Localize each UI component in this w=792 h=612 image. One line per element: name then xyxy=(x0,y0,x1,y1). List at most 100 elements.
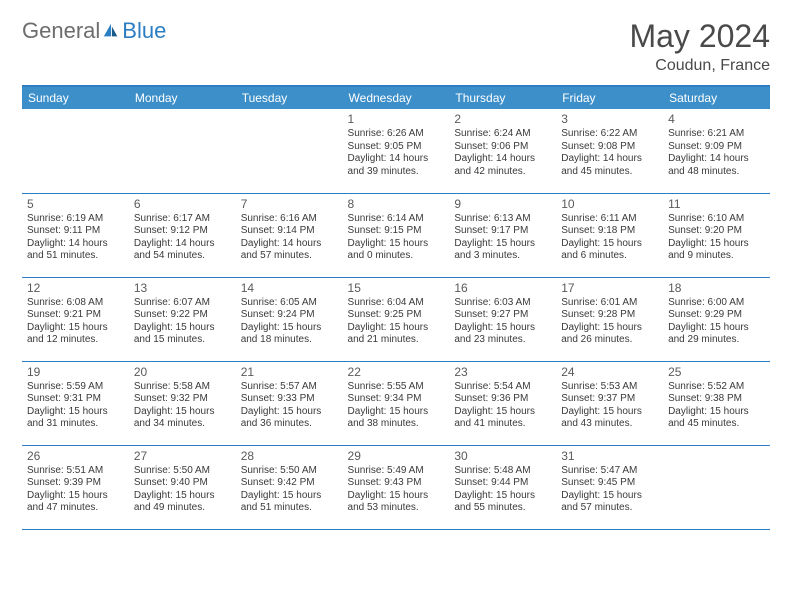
calendar-day: 22Sunrise: 5:55 AMSunset: 9:34 PMDayligh… xyxy=(343,361,450,445)
day-number: 2 xyxy=(454,112,551,127)
calendar-day: 2Sunrise: 6:24 AMSunset: 9:06 PMDaylight… xyxy=(449,109,556,193)
daylight-line: Daylight: 15 hours and 0 minutes. xyxy=(348,238,445,263)
sunset-line: Sunset: 9:33 PM xyxy=(241,393,338,406)
calendar-empty xyxy=(129,109,236,193)
calendar-day: 16Sunrise: 6:03 AMSunset: 9:27 PMDayligh… xyxy=(449,277,556,361)
sunset-line: Sunset: 9:27 PM xyxy=(454,309,551,322)
daylight-line: Daylight: 15 hours and 26 minutes. xyxy=(561,322,658,347)
calendar-row: 1Sunrise: 6:26 AMSunset: 9:05 PMDaylight… xyxy=(22,109,770,193)
calendar-table: SundayMondayTuesdayWednesdayThursdayFrid… xyxy=(22,85,770,530)
day-number: 22 xyxy=(348,365,445,380)
calendar-day: 6Sunrise: 6:17 AMSunset: 9:12 PMDaylight… xyxy=(129,193,236,277)
daylight-line: Daylight: 14 hours and 42 minutes. xyxy=(454,153,551,178)
sunrise-line: Sunrise: 5:55 AM xyxy=(348,381,445,394)
calendar-empty xyxy=(22,109,129,193)
title-block: May 2024 Coudun, France xyxy=(629,18,770,75)
day-number: 28 xyxy=(241,449,338,464)
daylight-line: Daylight: 14 hours and 39 minutes. xyxy=(348,153,445,178)
sunset-line: Sunset: 9:09 PM xyxy=(668,141,765,154)
sunset-line: Sunset: 9:05 PM xyxy=(348,141,445,154)
day-number: 8 xyxy=(348,197,445,212)
calendar-day: 27Sunrise: 5:50 AMSunset: 9:40 PMDayligh… xyxy=(129,445,236,529)
sunrise-line: Sunrise: 6:10 AM xyxy=(668,213,765,226)
calendar-day: 23Sunrise: 5:54 AMSunset: 9:36 PMDayligh… xyxy=(449,361,556,445)
sunset-line: Sunset: 9:39 PM xyxy=(27,477,124,490)
logo-text-blue: Blue xyxy=(122,18,166,44)
sunrise-line: Sunrise: 6:13 AM xyxy=(454,213,551,226)
header: General Blue May 2024 Coudun, France xyxy=(22,18,770,75)
day-number: 12 xyxy=(27,281,124,296)
daylight-line: Daylight: 15 hours and 9 minutes. xyxy=(668,238,765,263)
weekday-header: Friday xyxy=(556,86,663,109)
sunset-line: Sunset: 9:08 PM xyxy=(561,141,658,154)
calendar-day: 9Sunrise: 6:13 AMSunset: 9:17 PMDaylight… xyxy=(449,193,556,277)
daylight-line: Daylight: 15 hours and 38 minutes. xyxy=(348,406,445,431)
calendar-day: 5Sunrise: 6:19 AMSunset: 9:11 PMDaylight… xyxy=(22,193,129,277)
sunrise-line: Sunrise: 6:16 AM xyxy=(241,213,338,226)
calendar-day: 19Sunrise: 5:59 AMSunset: 9:31 PMDayligh… xyxy=(22,361,129,445)
sunrise-line: Sunrise: 6:03 AM xyxy=(454,297,551,310)
day-number: 19 xyxy=(27,365,124,380)
calendar-row: 5Sunrise: 6:19 AMSunset: 9:11 PMDaylight… xyxy=(22,193,770,277)
sunset-line: Sunset: 9:44 PM xyxy=(454,477,551,490)
daylight-line: Daylight: 14 hours and 48 minutes. xyxy=(668,153,765,178)
calendar-day: 24Sunrise: 5:53 AMSunset: 9:37 PMDayligh… xyxy=(556,361,663,445)
daylight-line: Daylight: 15 hours and 18 minutes. xyxy=(241,322,338,347)
daylight-line: Daylight: 15 hours and 55 minutes. xyxy=(454,490,551,515)
day-number: 10 xyxy=(561,197,658,212)
calendar-body: 1Sunrise: 6:26 AMSunset: 9:05 PMDaylight… xyxy=(22,109,770,529)
calendar-day: 17Sunrise: 6:01 AMSunset: 9:28 PMDayligh… xyxy=(556,277,663,361)
calendar-day: 1Sunrise: 6:26 AMSunset: 9:05 PMDaylight… xyxy=(343,109,450,193)
calendar-row: 12Sunrise: 6:08 AMSunset: 9:21 PMDayligh… xyxy=(22,277,770,361)
sunset-line: Sunset: 9:31 PM xyxy=(27,393,124,406)
weekday-header: Monday xyxy=(129,86,236,109)
day-number: 17 xyxy=(561,281,658,296)
sunset-line: Sunset: 9:42 PM xyxy=(241,477,338,490)
day-number: 3 xyxy=(561,112,658,127)
day-number: 30 xyxy=(454,449,551,464)
sunset-line: Sunset: 9:34 PM xyxy=(348,393,445,406)
sunrise-line: Sunrise: 6:07 AM xyxy=(134,297,231,310)
sunset-line: Sunset: 9:29 PM xyxy=(668,309,765,322)
day-number: 11 xyxy=(668,197,765,212)
daylight-line: Daylight: 15 hours and 36 minutes. xyxy=(241,406,338,431)
sunset-line: Sunset: 9:12 PM xyxy=(134,225,231,238)
sunrise-line: Sunrise: 5:49 AM xyxy=(348,465,445,478)
daylight-line: Daylight: 15 hours and 51 minutes. xyxy=(241,490,338,515)
day-number: 15 xyxy=(348,281,445,296)
sunset-line: Sunset: 9:43 PM xyxy=(348,477,445,490)
day-number: 23 xyxy=(454,365,551,380)
sunset-line: Sunset: 9:21 PM xyxy=(27,309,124,322)
sunrise-line: Sunrise: 5:48 AM xyxy=(454,465,551,478)
weekday-header: Thursday xyxy=(449,86,556,109)
sunrise-line: Sunrise: 6:26 AM xyxy=(348,128,445,141)
calendar-empty xyxy=(236,109,343,193)
sunset-line: Sunset: 9:06 PM xyxy=(454,141,551,154)
calendar-day: 13Sunrise: 6:07 AMSunset: 9:22 PMDayligh… xyxy=(129,277,236,361)
calendar-day: 8Sunrise: 6:14 AMSunset: 9:15 PMDaylight… xyxy=(343,193,450,277)
sunset-line: Sunset: 9:37 PM xyxy=(561,393,658,406)
calendar-day: 12Sunrise: 6:08 AMSunset: 9:21 PMDayligh… xyxy=(22,277,129,361)
day-number: 31 xyxy=(561,449,658,464)
daylight-line: Daylight: 15 hours and 3 minutes. xyxy=(454,238,551,263)
sunset-line: Sunset: 9:28 PM xyxy=(561,309,658,322)
location: Coudun, France xyxy=(629,57,770,75)
sunset-line: Sunset: 9:38 PM xyxy=(668,393,765,406)
daylight-line: Daylight: 14 hours and 57 minutes. xyxy=(241,238,338,263)
calendar-day: 31Sunrise: 5:47 AMSunset: 9:45 PMDayligh… xyxy=(556,445,663,529)
sunset-line: Sunset: 9:24 PM xyxy=(241,309,338,322)
day-number: 24 xyxy=(561,365,658,380)
day-number: 26 xyxy=(27,449,124,464)
logo-text-general: General xyxy=(22,18,100,44)
day-number: 29 xyxy=(348,449,445,464)
daylight-line: Daylight: 15 hours and 41 minutes. xyxy=(454,406,551,431)
sunset-line: Sunset: 9:17 PM xyxy=(454,225,551,238)
day-number: 9 xyxy=(454,197,551,212)
sunset-line: Sunset: 9:45 PM xyxy=(561,477,658,490)
sunrise-line: Sunrise: 6:24 AM xyxy=(454,128,551,141)
sunrise-line: Sunrise: 5:50 AM xyxy=(241,465,338,478)
month-title: May 2024 xyxy=(629,18,770,55)
daylight-line: Daylight: 15 hours and 43 minutes. xyxy=(561,406,658,431)
day-number: 7 xyxy=(241,197,338,212)
weekday-header: Sunday xyxy=(22,86,129,109)
